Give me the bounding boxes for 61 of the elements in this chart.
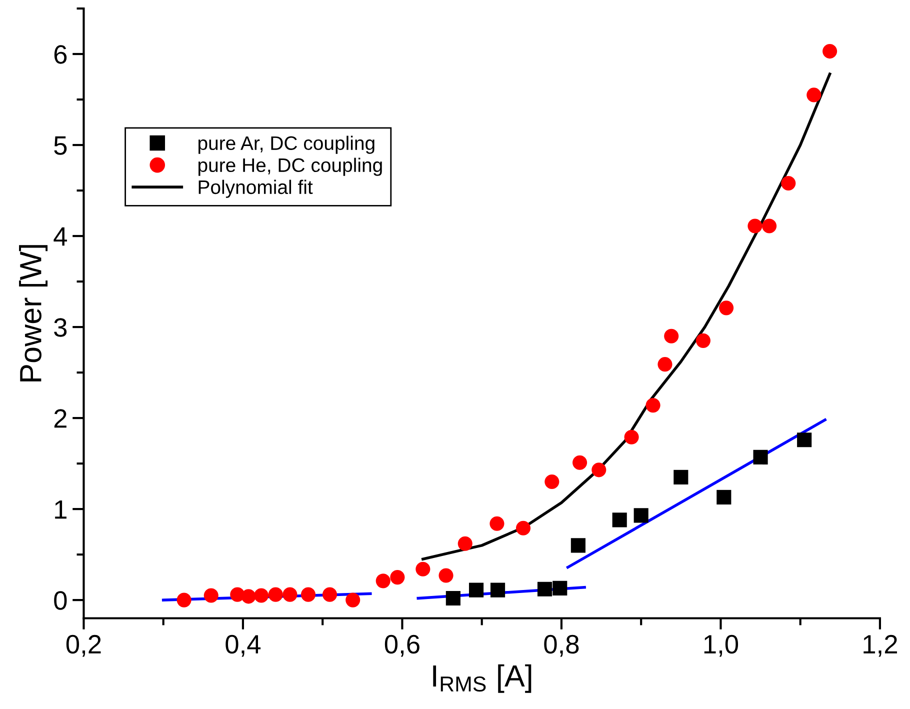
point: [748, 218, 762, 234]
point: [552, 580, 568, 596]
y-tick-label: 4: [54, 227, 67, 246]
point: [646, 398, 660, 413]
y-tick-label: 2: [54, 409, 66, 428]
x-tick-label: 0,8: [544, 634, 579, 657]
point: [572, 455, 588, 470]
point: [781, 176, 796, 191]
point: [716, 490, 732, 504]
y-tick-label: 3: [54, 318, 67, 337]
point: [658, 357, 672, 372]
point: [468, 582, 484, 598]
x-tick-label: 1,0: [704, 634, 738, 657]
legend-label: Polynomial fit: [198, 180, 313, 198]
point: [376, 574, 390, 588]
y-tick-label: 1: [55, 500, 66, 519]
point: [390, 570, 405, 585]
point: [592, 462, 606, 478]
point: [176, 592, 192, 608]
point: [544, 474, 560, 490]
point: [204, 588, 218, 603]
point: [537, 582, 552, 596]
point: [446, 590, 460, 606]
point: [612, 512, 627, 528]
legend-label: pure He, DC coupling: [198, 158, 382, 176]
point: [268, 587, 283, 602]
point: [797, 432, 812, 448]
point: [416, 562, 430, 576]
x-tick-label: 0,4: [226, 634, 261, 657]
point: [490, 582, 506, 598]
x-axis-title: I$_{RMS}$ [A]: [433, 664, 532, 693]
point: [241, 589, 256, 604]
point: [762, 218, 777, 234]
x-tick-label: 0,2: [66, 634, 101, 657]
legend-label: pure Ar, DC coupling: [198, 136, 374, 154]
point: [490, 516, 504, 531]
point: [634, 508, 648, 523]
point: [254, 588, 269, 603]
point: [719, 300, 734, 316]
y-tick-label: 5: [54, 136, 67, 155]
x-tick-label: 0,6: [384, 634, 420, 657]
point: [822, 44, 838, 59]
point: [438, 568, 454, 583]
point: [753, 450, 768, 464]
point: [570, 538, 586, 553]
point: [322, 587, 338, 602]
point: [516, 520, 531, 536]
y-axis-title: Power [W]: [19, 245, 48, 382]
point: [458, 536, 472, 551]
line-series: [422, 72, 832, 560]
point: [300, 587, 316, 602]
point: [696, 333, 710, 348]
x-tick-label: 1,2: [864, 634, 897, 657]
point: [624, 430, 639, 444]
point: [806, 88, 822, 102]
point: [282, 587, 298, 602]
point: [674, 470, 688, 484]
point: [346, 592, 360, 608]
y-tick-label: 0: [54, 591, 67, 610]
point: [664, 328, 679, 344]
y-tick-label: 6: [54, 45, 67, 64]
